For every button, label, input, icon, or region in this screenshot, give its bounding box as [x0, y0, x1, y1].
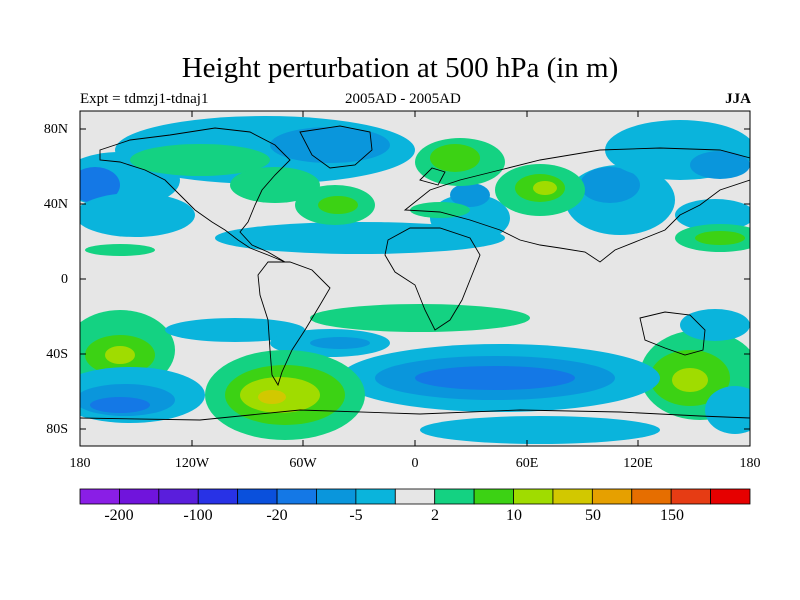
lon-tick-label: 120E	[623, 456, 653, 471]
colorbar	[79, 488, 751, 505]
colorbar-swatch	[710, 488, 751, 505]
plot-title: Height perturbation at 500 hPa (in m)	[181, 52, 619, 84]
colorbar-label: -200	[104, 507, 134, 524]
pos-anomaly-canada	[230, 167, 320, 203]
neg-anomaly-asia-core	[580, 167, 640, 203]
pos-anomaly-caspian-core	[533, 181, 557, 195]
colorbar-swatch	[158, 488, 199, 505]
colorbar-swatch	[670, 488, 711, 505]
lon-tick-label: 60W	[289, 456, 317, 471]
pos-anomaly-so-atl-core	[258, 390, 286, 404]
pos-anomaly-spac-core	[105, 346, 135, 364]
pos-anomaly-aus-core	[672, 368, 708, 392]
neg-anomaly-subtrop-spac	[165, 318, 305, 342]
season-label: JJA	[725, 91, 751, 107]
contour-field	[80, 111, 750, 446]
colorbar-label: -5	[349, 507, 363, 524]
colorbar-label: 2	[431, 507, 439, 524]
neg-anomaly-siberia-core	[690, 151, 750, 179]
colorbar-swatch	[197, 488, 239, 505]
neg-anomaly-sam-core	[310, 337, 370, 349]
neg-anomaly-pacific-nw	[80, 193, 195, 237]
pos-anomaly-medit	[410, 202, 470, 218]
neg-anomaly-npac-w	[675, 199, 750, 231]
neg-anomaly-antarctic	[420, 416, 660, 444]
neg-anomaly-so-pac-core	[90, 397, 150, 413]
pos-anomaly-natl-core	[318, 196, 358, 214]
colorbar-label: -100	[183, 507, 213, 524]
lat-tick-label: 40N	[43, 197, 68, 212]
colorbar-swatch	[473, 488, 514, 505]
neg-anomaly-so-ind-core	[415, 366, 575, 390]
pos-anomaly-europe-core	[430, 144, 480, 172]
pos-anomaly-satl	[310, 304, 530, 332]
colorbar-label: 50	[585, 507, 601, 524]
colorbar-swatch	[79, 488, 120, 505]
colorbar-swatch	[434, 488, 475, 505]
experiment-label: Expt = tdmzj1-tdnaj1	[80, 91, 209, 107]
colorbar-swatch	[316, 488, 357, 505]
pos-anomaly-npac-core	[695, 231, 745, 245]
neg-anomaly-pacific-n-core	[80, 167, 120, 203]
lon-tick-label: 60E	[515, 456, 539, 471]
colorbar-swatch	[513, 488, 554, 505]
neg-anomaly-so-pac-e	[705, 386, 750, 434]
axis-ticks	[80, 111, 750, 446]
lon-tick-label: 0	[411, 456, 419, 471]
lon-tick-label: 120W	[174, 456, 210, 471]
colorbar-label: -20	[266, 507, 288, 524]
pos-anomaly-trop-pac	[85, 244, 155, 256]
colorbar-swatch	[552, 488, 593, 505]
neg-anomaly-tasman	[680, 309, 750, 341]
colorbar-swatch	[355, 488, 396, 505]
colorbar-swatch	[394, 488, 436, 505]
colorbar-swatch	[276, 488, 317, 505]
colorbar-label: 150	[660, 507, 684, 524]
neg-anomaly-mideast-core	[450, 183, 490, 207]
lon-tick-label: 180	[739, 456, 761, 471]
neg-anomaly-arctic-west-core	[270, 127, 390, 163]
period-label: 2005AD - 2005AD	[345, 91, 461, 107]
colorbar-label: 10	[506, 507, 522, 524]
colorbar-swatch	[237, 488, 278, 505]
colorbar-swatch	[631, 488, 672, 505]
colorbar-swatch	[119, 488, 160, 505]
lat-tick-label: 40S	[46, 347, 68, 362]
lat-tick-label: 80N	[43, 122, 68, 137]
pos-anomaly-alaska	[130, 144, 270, 176]
lat-tick-label: 0	[61, 272, 68, 287]
neg-anomaly-subtropic-atl	[215, 222, 505, 254]
lon-tick-label: 180	[69, 456, 91, 471]
coastlines	[80, 125, 750, 421]
lat-tick-label: 80S	[46, 422, 68, 437]
colorbar-swatch	[591, 488, 633, 505]
